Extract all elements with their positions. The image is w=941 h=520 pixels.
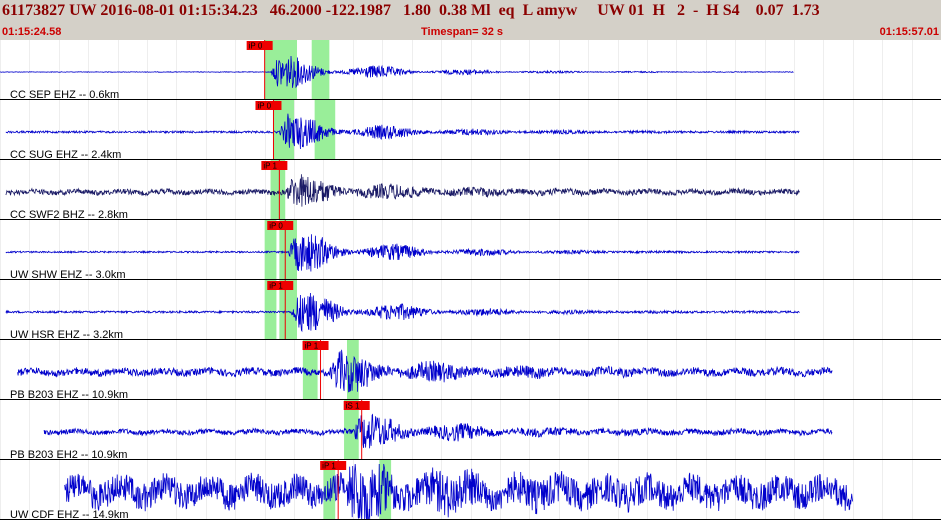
pick-flag-label: iP 1 — [322, 462, 336, 471]
channel-panel[interactable]: iP 0 UW SHW EHZ -- 3.0km — [5, 220, 800, 281]
seismogram-trace — [5, 174, 800, 207]
channel-label: UW HSR EHZ -- 3.2km — [10, 329, 123, 341]
seismogram-trace — [64, 463, 854, 520]
seismogram-trace — [0, 55, 794, 89]
pick-flag — [320, 461, 347, 470]
seismogram-trace — [17, 349, 833, 393]
pick-window-band — [302, 340, 318, 400]
end-time-label: 01:15:57.01 — [879, 26, 939, 38]
event-header: 61173827 UW 2016-08-01 01:15:34.23 46.20… — [0, 0, 941, 40]
pick-window-band — [314, 100, 336, 160]
waveform-panel[interactable]: iP 0 CC SEP EHZ -- 0.6km iP 0 CC SUG EHZ --… — [0, 40, 941, 520]
pick-flag-label: iP 0 — [249, 42, 263, 51]
pick-flag-label: iP 0 — [257, 102, 271, 111]
channel-panel[interactable]: iS 1 PB B203 EH2 -- 10.9km — [10, 400, 833, 461]
channel-panel[interactable]: iP 0 CC SUG EHZ -- 2.4km — [5, 100, 800, 161]
channel-panel[interactable]: iP 1 CC SWF2 BHZ -- 2.8km — [5, 160, 800, 221]
pick-window-band — [344, 400, 359, 460]
seismogram-trace — [5, 292, 800, 333]
pick-flag — [267, 221, 294, 230]
pick-flag — [246, 41, 273, 50]
pick-window-band — [264, 220, 277, 280]
pick-flag — [302, 341, 329, 350]
pick-flag-label: iP 0 — [269, 222, 283, 231]
timespan-label: Timespan= 32 s — [421, 26, 504, 38]
pick-flag — [255, 101, 282, 110]
channel-panel[interactable]: iP 1 UW CDF EHZ -- 14.9km — [10, 460, 854, 520]
event-summary-line: 61173827 UW 2016-08-01 01:15:34.23 46.20… — [2, 2, 820, 19]
channel-label: UW SHW EHZ -- 3.0km — [10, 269, 126, 281]
seismogram-trace — [43, 413, 833, 449]
pick-window-band — [270, 160, 286, 220]
channel-label: CC SUG EHZ -- 2.4km — [10, 149, 121, 161]
seismogram-trace — [5, 234, 800, 272]
channel-label: CC SEP EHZ -- 0.6km — [10, 89, 119, 101]
channel-panel[interactable]: iP 0 CC SEP EHZ -- 0.6km — [0, 40, 794, 101]
channel-label: UW CDF EHZ -- 14.9km — [10, 509, 129, 520]
pick-flag — [343, 401, 370, 410]
pick-flag — [261, 161, 288, 170]
seismogram-trace — [5, 113, 800, 150]
pick-flag-label: iS 1 — [346, 402, 360, 411]
pick-flag-label: iP 1 — [305, 342, 319, 351]
channel-label: PB B203 EHZ -- 10.9km — [10, 389, 128, 401]
pick-flag-label: iP 1 — [269, 282, 283, 291]
pick-window-band — [279, 280, 298, 340]
channel-label: CC SWF2 BHZ -- 2.8km — [10, 209, 128, 221]
channel-label: PB B203 EH2 -- 10.9km — [10, 449, 127, 461]
pick-window-band — [279, 220, 298, 280]
start-time-label: 01:15:24.58 — [2, 26, 62, 38]
pick-window-band — [264, 280, 277, 340]
pick-flag — [267, 281, 294, 290]
channel-panel[interactable]: iP 1 UW HSR EHZ -- 3.2km — [5, 280, 800, 341]
pick-window-band — [346, 340, 359, 400]
pick-flag-label: iP 1 — [263, 162, 277, 171]
channel-panel[interactable]: iP 1 PB B203 EHZ -- 10.9km — [10, 340, 833, 401]
